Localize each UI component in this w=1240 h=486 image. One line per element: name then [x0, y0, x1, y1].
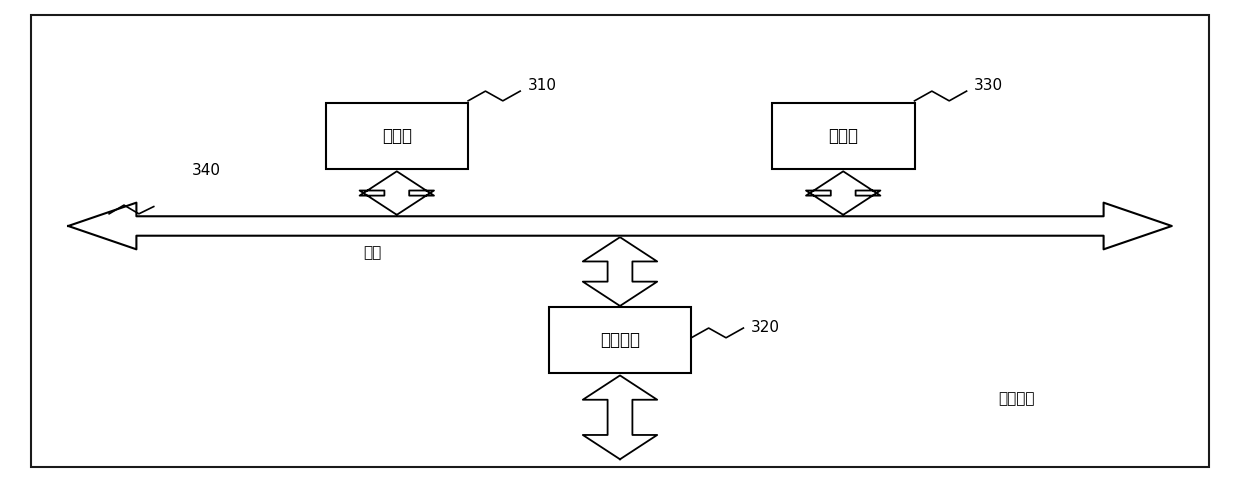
Text: 320: 320	[751, 320, 780, 335]
Bar	[325, 104, 469, 169]
Polygon shape	[68, 203, 1172, 249]
Text: 处理器: 处理器	[382, 127, 412, 145]
Bar	[771, 104, 915, 169]
Text: 通信接口: 通信接口	[600, 331, 640, 349]
Bar	[549, 308, 692, 373]
Text: 总线: 总线	[363, 245, 381, 260]
Polygon shape	[360, 172, 434, 215]
Text: 存储器: 存储器	[828, 127, 858, 145]
Text: 340: 340	[192, 163, 221, 177]
Polygon shape	[583, 375, 657, 459]
Polygon shape	[583, 237, 657, 306]
Text: 310: 310	[528, 78, 557, 92]
Text: 电子设备: 电子设备	[998, 391, 1035, 406]
Text: 330: 330	[975, 78, 1003, 92]
Polygon shape	[806, 172, 880, 215]
